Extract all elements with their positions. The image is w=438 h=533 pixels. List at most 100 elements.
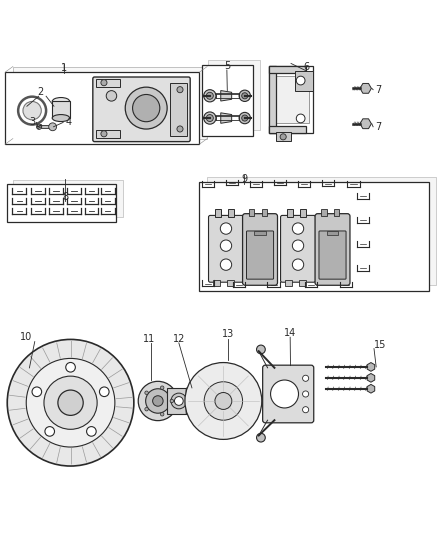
Circle shape	[292, 223, 304, 234]
Bar	[228, 209, 234, 217]
Text: 5: 5	[224, 61, 230, 71]
Circle shape	[292, 240, 304, 252]
Circle shape	[296, 76, 305, 85]
Bar	[96, 79, 120, 87]
Text: 13: 13	[222, 329, 234, 339]
Circle shape	[220, 240, 232, 252]
FancyBboxPatch shape	[93, 77, 190, 142]
Bar	[269, 66, 306, 72]
Circle shape	[185, 362, 262, 439]
Circle shape	[220, 223, 232, 234]
Circle shape	[303, 391, 309, 397]
Circle shape	[303, 407, 309, 413]
Polygon shape	[276, 76, 309, 123]
Circle shape	[239, 112, 251, 124]
Polygon shape	[208, 60, 260, 130]
Circle shape	[99, 387, 109, 397]
Polygon shape	[367, 374, 375, 382]
Bar	[167, 388, 189, 414]
Circle shape	[36, 124, 42, 130]
Polygon shape	[201, 65, 253, 135]
Circle shape	[32, 387, 42, 397]
Bar	[300, 209, 306, 217]
Circle shape	[101, 79, 107, 86]
Bar	[269, 126, 306, 133]
Bar	[52, 101, 70, 118]
Circle shape	[58, 390, 83, 415]
Bar	[170, 83, 187, 135]
Circle shape	[125, 87, 167, 129]
Circle shape	[106, 91, 117, 101]
Circle shape	[242, 93, 248, 99]
Circle shape	[204, 90, 216, 102]
Circle shape	[44, 376, 97, 429]
Circle shape	[177, 126, 183, 132]
Circle shape	[133, 94, 160, 122]
Circle shape	[191, 395, 201, 406]
Circle shape	[220, 259, 232, 270]
Polygon shape	[7, 184, 117, 222]
Circle shape	[23, 101, 41, 120]
Text: 7: 7	[375, 85, 381, 95]
Circle shape	[138, 381, 177, 421]
Circle shape	[280, 134, 286, 140]
Circle shape	[26, 358, 115, 447]
Bar	[249, 209, 254, 216]
FancyBboxPatch shape	[319, 231, 346, 279]
Bar	[299, 280, 306, 286]
Text: 14: 14	[284, 328, 296, 338]
Circle shape	[177, 87, 183, 93]
Polygon shape	[13, 67, 207, 139]
Text: 6: 6	[303, 61, 309, 71]
Polygon shape	[360, 119, 371, 128]
FancyBboxPatch shape	[186, 388, 205, 415]
Circle shape	[199, 391, 204, 395]
Bar	[41, 125, 50, 128]
Bar	[276, 133, 291, 141]
Polygon shape	[5, 72, 199, 144]
Circle shape	[66, 362, 75, 372]
Text: 8: 8	[62, 192, 68, 201]
Circle shape	[239, 90, 251, 101]
Bar	[213, 280, 220, 286]
Circle shape	[87, 426, 96, 436]
Bar	[269, 66, 276, 133]
Circle shape	[49, 123, 57, 131]
Circle shape	[204, 112, 216, 124]
Ellipse shape	[52, 98, 70, 106]
Circle shape	[160, 386, 164, 390]
Circle shape	[215, 392, 232, 409]
Bar	[334, 209, 339, 216]
Circle shape	[170, 399, 173, 403]
Polygon shape	[207, 176, 436, 285]
Circle shape	[199, 407, 204, 411]
Text: 11: 11	[143, 334, 155, 344]
Circle shape	[206, 92, 213, 99]
Polygon shape	[360, 84, 371, 93]
Bar	[96, 130, 120, 138]
Text: 9: 9	[241, 174, 247, 184]
Ellipse shape	[52, 115, 70, 122]
Circle shape	[101, 131, 107, 137]
Circle shape	[145, 407, 148, 411]
FancyBboxPatch shape	[247, 231, 274, 279]
Circle shape	[146, 389, 170, 413]
Polygon shape	[221, 91, 232, 101]
Text: 4: 4	[65, 117, 71, 127]
Bar	[327, 231, 339, 235]
Circle shape	[152, 395, 163, 406]
Bar	[227, 280, 234, 286]
Bar	[295, 71, 313, 91]
Circle shape	[296, 114, 305, 123]
Circle shape	[242, 115, 248, 121]
Text: 10: 10	[20, 332, 32, 342]
Bar	[285, 280, 292, 286]
Bar	[215, 209, 221, 217]
Circle shape	[271, 380, 299, 408]
Circle shape	[171, 393, 187, 409]
Polygon shape	[367, 362, 375, 372]
FancyBboxPatch shape	[263, 365, 314, 423]
Circle shape	[257, 345, 265, 354]
Circle shape	[257, 433, 265, 442]
Circle shape	[292, 259, 304, 270]
